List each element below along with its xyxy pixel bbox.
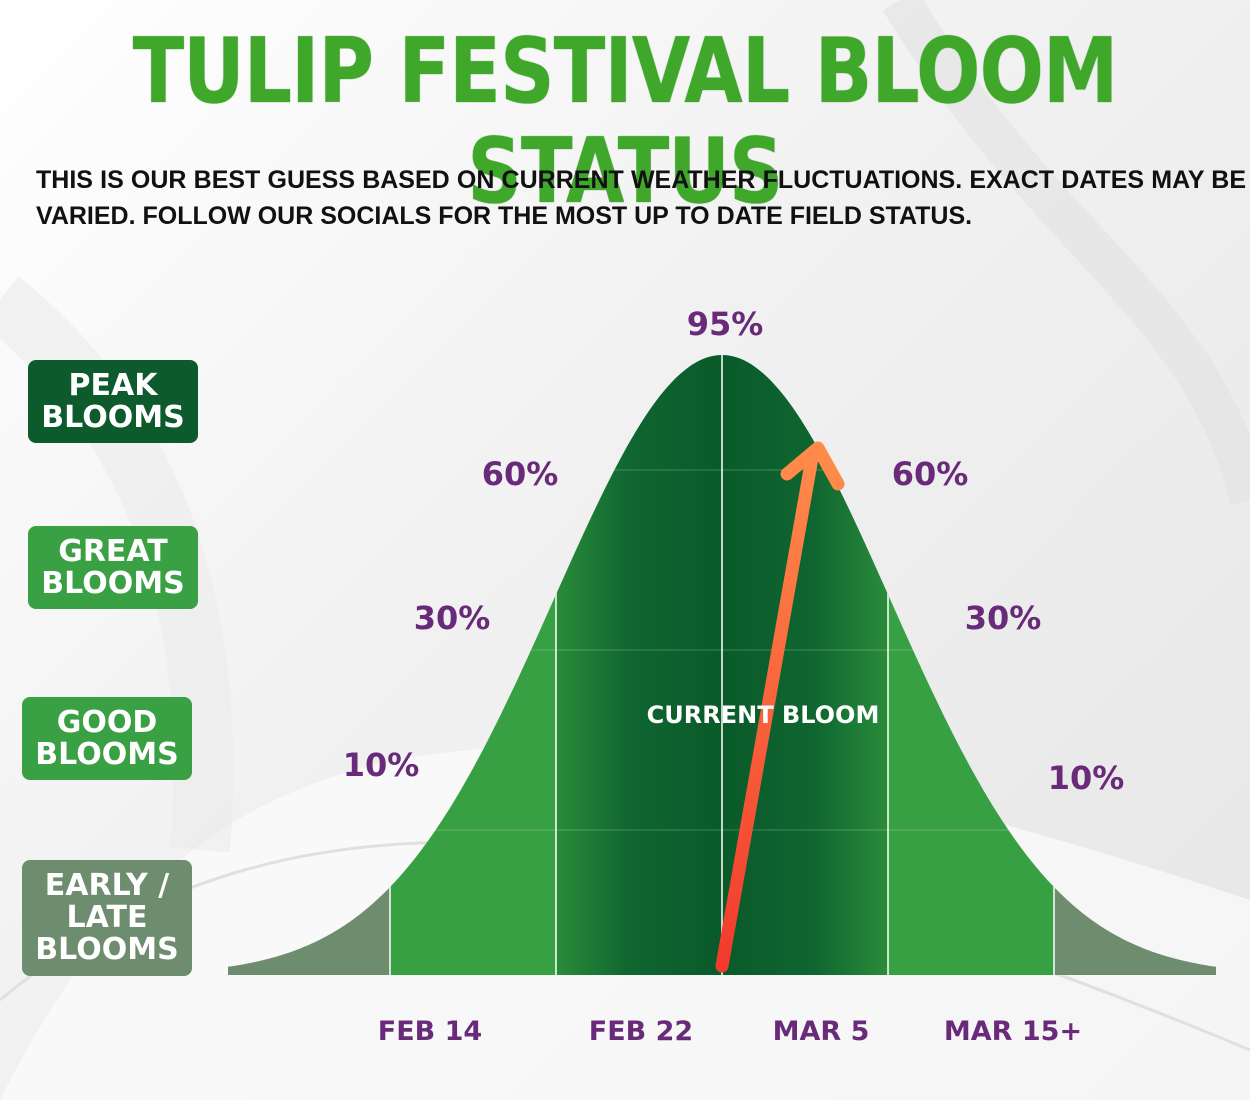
legend-early-line3: BLOOMS bbox=[35, 932, 179, 967]
band-good-left bbox=[390, 355, 556, 975]
legend-early-late-blooms: EARLY / LATE BLOOMS bbox=[22, 860, 192, 976]
right-10-label: 10% bbox=[1048, 759, 1125, 797]
page-subtitle: THIS IS OUR BEST GUESS BASED ON CURRENT … bbox=[36, 166, 1246, 230]
legend-early-line1: EARLY / bbox=[44, 868, 170, 903]
right-30-label: 30% bbox=[965, 599, 1042, 637]
current-bloom-arrow bbox=[715, 441, 845, 973]
band-good-right bbox=[888, 355, 1054, 975]
legend-good-line2: BLOOMS bbox=[35, 736, 179, 772]
legend-great-line1: GREAT bbox=[58, 533, 168, 569]
right-60-label: 60% bbox=[892, 455, 969, 493]
page-title: TULIP FESTIVAL BLOOM STATUS bbox=[132, 19, 1119, 224]
legend-early-line2: LATE bbox=[66, 900, 148, 935]
legend-good-blooms: GOOD BLOOMS bbox=[22, 697, 192, 780]
gridlines bbox=[228, 355, 1216, 975]
x-tick-label: FEB 22 bbox=[589, 1016, 693, 1047]
legend-peak-blooms: PEAK BLOOMS bbox=[28, 360, 198, 443]
current-bloom-label: CURRENT BLOOM bbox=[647, 701, 880, 729]
legend-great-blooms: GREAT BLOOMS bbox=[28, 526, 198, 609]
left-60-label: 60% bbox=[482, 455, 559, 493]
x-tick-label: MAR 5 bbox=[773, 1016, 870, 1047]
x-tick-label: MAR 15+ bbox=[944, 1016, 1082, 1047]
legend-great-line2: BLOOMS bbox=[41, 565, 185, 601]
peak-percent-label: 95% bbox=[687, 305, 764, 343]
left-10-label: 10% bbox=[343, 746, 420, 784]
legend-peak-line1: PEAK bbox=[68, 367, 158, 403]
left-30-label: 30% bbox=[414, 599, 491, 637]
band-early-left bbox=[228, 355, 390, 975]
band-late-right bbox=[1054, 355, 1216, 975]
legend-peak-line2: BLOOMS bbox=[41, 399, 185, 435]
legend-good-line1: GOOD bbox=[56, 704, 158, 740]
x-tick-label: FEB 14 bbox=[378, 1016, 482, 1047]
